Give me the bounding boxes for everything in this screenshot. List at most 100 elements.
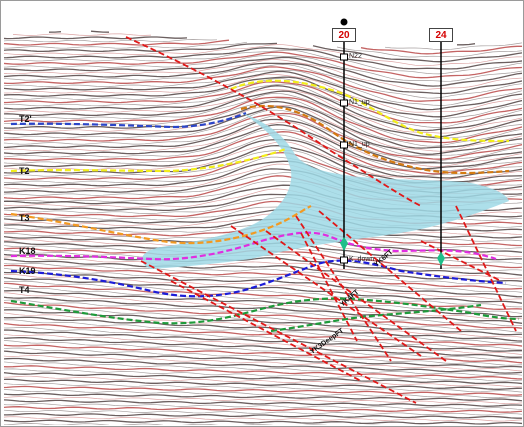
seismic-trace — [4, 256, 522, 279]
well-marker-k-down — [340, 256, 348, 264]
well-20-pay-marker — [340, 237, 348, 251]
seismic-trace — [4, 350, 522, 368]
seismic-trace — [4, 59, 522, 90]
fault-4 — [295, 215, 392, 362]
well-tracks — [340, 18, 445, 269]
seismic-trace — [4, 319, 522, 344]
seismic-trace — [12, 33, 152, 36]
seismic-trace — [4, 128, 522, 171]
seismic-trace — [4, 109, 522, 157]
seismic-trace — [4, 118, 522, 164]
seismic-trace — [4, 378, 522, 390]
seismic-trace — [4, 39, 522, 55]
seismic-trace — [4, 412, 522, 419]
seismic-trace — [4, 301, 522, 329]
horizon-k19 — [10, 259, 507, 298]
horizon-t4-lower — [270, 303, 482, 333]
fault-2 — [265, 230, 447, 362]
fault-8 — [420, 240, 502, 282]
seismic-trace — [4, 262, 522, 287]
well-20-head-icon — [340, 18, 348, 26]
seismic-trace — [4, 62, 522, 95]
seismic-trace — [4, 73, 522, 113]
seismic-trace — [4, 419, 522, 425]
marker-label-n1-up: N1_up — [349, 99, 370, 106]
seismic-trace — [4, 309, 522, 336]
seismic-trace — [4, 389, 522, 399]
marker-label-k-down: K_down — [349, 256, 375, 263]
seismic-trace — [4, 361, 522, 376]
seismic-trace — [4, 316, 522, 342]
seismic-trace — [4, 208, 522, 232]
seismic-trace — [4, 100, 522, 149]
seismic-trace — [4, 44, 522, 67]
horizon-label-k18: K18 — [19, 246, 36, 256]
seismic-trace — [4, 276, 522, 304]
seismic-trace — [4, 55, 522, 82]
seismic-trace — [4, 70, 522, 111]
seismic-trace — [4, 42, 522, 63]
seismic-trace — [4, 39, 522, 50]
seismic-trace — [4, 139, 522, 179]
seismic-trace — [4, 89, 522, 134]
well-marker-n1-up — [340, 99, 348, 107]
seismic-trace — [4, 134, 522, 177]
seismic-trace — [4, 292, 522, 320]
seismic-trace — [4, 264, 522, 290]
salt-body — [141, 111, 509, 269]
seismic-trace — [4, 372, 522, 385]
horizon-lines — [10, 79, 520, 333]
seismic-trace — [4, 131, 522, 175]
seismic-trace — [4, 406, 522, 413]
horizon-t2 — [10, 147, 287, 173]
seismic-trace — [4, 112, 522, 160]
seismic-trace — [4, 206, 522, 228]
horizon-t2-prime — [10, 111, 247, 129]
horizon-label-t4: T4 — [19, 285, 30, 295]
seismic-trace — [4, 396, 522, 404]
seismic-trace — [4, 312, 522, 338]
seismic-trace — [4, 66, 522, 102]
seismic-trace — [4, 258, 522, 282]
seismic-trace — [4, 322, 522, 347]
fault-7 — [455, 205, 517, 332]
seismic-trace — [4, 282, 522, 310]
well-marker-n22 — [340, 53, 348, 61]
seismic-trace — [4, 41, 522, 58]
seismic-trace — [4, 83, 522, 128]
seismic-trace — [4, 106, 522, 155]
marker-label-n1-up-lower: N1_up — [349, 141, 370, 148]
seismic-trace — [4, 47, 522, 70]
seismic-trace — [4, 357, 522, 374]
horizon-k18 — [10, 231, 497, 261]
well-marker-n1-up-lower — [340, 141, 348, 149]
well-tag-24[interactable]: 24 — [429, 28, 453, 42]
seismic-trace — [4, 340, 522, 360]
seismic-trace — [4, 280, 522, 308]
seismic-trace — [4, 333, 522, 355]
seismic-trace — [4, 416, 522, 422]
seismic-trace — [4, 409, 522, 416]
seismic-trace — [4, 382, 522, 393]
seismic-trace — [4, 115, 522, 163]
fault-main — [125, 36, 422, 207]
seismic-trace — [4, 306, 522, 333]
seismic-trace — [4, 375, 522, 388]
seismic-trace — [4, 36, 476, 46]
seismic-trace — [48, 30, 110, 33]
seismic-trace — [4, 347, 522, 366]
seismic-trace — [4, 423, 435, 425]
well-tag-20[interactable]: 20 — [332, 28, 356, 42]
horizon-n1-up — [230, 79, 510, 143]
seismic-trace — [4, 392, 522, 402]
seismic-trace — [4, 286, 522, 314]
horizon-n1-mid — [240, 104, 510, 175]
marker-label-n22: N22 — [349, 53, 362, 60]
horizon-label-t3: T3 — [19, 213, 30, 223]
horizon-label-t2-prime: T2' — [19, 114, 32, 124]
fault-6 — [318, 210, 462, 332]
seismic-trace — [4, 76, 522, 118]
seismic-trace — [4, 96, 522, 144]
